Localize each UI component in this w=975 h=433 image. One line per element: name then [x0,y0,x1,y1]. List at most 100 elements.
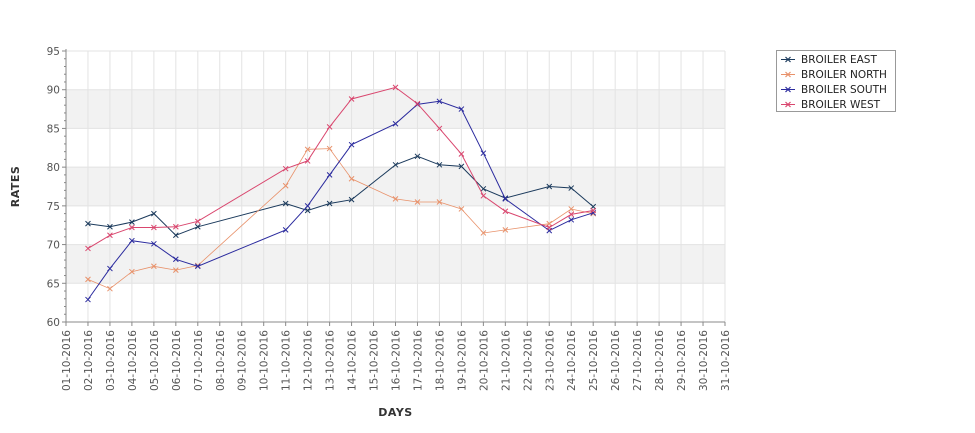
data-point-marker [304,207,311,214]
data-point-marker [546,183,553,190]
data-point-marker [129,268,135,275]
data-point-marker [304,158,311,164]
x-tick-label: 25-10-2016 [588,330,600,391]
legend-item-broiler-south: BROILER SOUTH [777,82,895,97]
legend-swatch-icon [781,101,795,108]
data-point-marker [151,263,157,270]
data-point-marker [85,296,91,303]
x-tick-label: 23-10-2016 [544,330,556,391]
x-tick-label: 30-10-2016 [698,330,710,391]
series-markers-broiler-south [85,98,597,303]
data-point-marker [502,196,509,202]
x-tick-label: 18-10-2016 [434,330,446,391]
data-point-marker [107,285,113,292]
legend-swatch-icon [781,71,795,78]
y-tick-label: 90 [47,85,60,97]
y-tick-label: 60 [47,317,60,329]
data-point-marker [392,196,399,202]
data-point-marker [348,196,355,203]
data-point-marker [458,106,465,112]
data-point-marker [392,84,399,91]
data-point-marker [568,185,575,191]
data-point-marker [458,151,465,157]
y-tick-label: 80 [47,162,60,174]
x-tick-label: 11-10-2016 [281,330,293,391]
data-point-marker [568,216,575,223]
data-point-marker [568,206,575,212]
x-tick-label: 12-10-2016 [303,330,315,391]
data-point-marker [392,120,399,127]
x-tick-label: 22-10-2016 [522,330,534,391]
y-tick-label: 70 [47,240,60,252]
data-point-marker [436,199,443,205]
y-tick-label: 75 [47,201,60,213]
data-point-marker [151,210,157,217]
data-point-marker [172,223,179,230]
data-point-marker [129,224,135,231]
data-point-marker [85,245,91,252]
data-point-marker [172,256,179,263]
x-tick-label: 24-10-2016 [566,330,578,391]
data-point-marker [414,153,421,160]
data-point-marker [107,232,113,239]
x-axis-title: DAYS [378,406,412,419]
x-tick-label: 15-10-2016 [369,330,381,391]
data-point-marker [480,150,487,157]
data-point-marker [480,192,487,199]
legend-marker-icon [785,101,791,108]
data-point-marker [151,224,157,231]
data-point-marker [348,175,355,182]
legend-item-broiler-east: BROILER EAST [777,52,895,67]
data-point-marker [546,224,553,231]
data-point-marker [172,232,179,239]
data-point-marker [107,265,113,272]
x-tick-label: 29-10-2016 [676,330,688,391]
data-point-marker [392,161,399,168]
x-tick-label: 07-10-2016 [193,330,205,391]
x-tick-label: 28-10-2016 [654,330,666,391]
x-tick-label: 16-10-2016 [391,330,403,391]
data-point-marker [436,98,443,105]
data-point-marker [326,172,333,178]
x-tick-label: 31-10-2016 [720,330,732,391]
data-point-marker [436,125,443,132]
x-tick-label: 13-10-2016 [325,330,337,391]
data-point-marker [151,240,157,247]
data-point-marker [414,100,421,107]
data-point-marker [282,165,289,172]
data-point-marker [480,230,487,236]
data-point-marker [304,146,311,153]
legend-label: BROILER EAST [801,53,877,66]
legend-swatch-icon [781,56,795,63]
data-point-marker [282,182,289,189]
gridlines [65,50,726,323]
data-point-marker [282,227,289,233]
x-tick-label: 19-10-2016 [456,330,468,391]
data-point-marker [458,206,465,212]
data-point-marker [194,262,201,269]
x-tick-label: 06-10-2016 [171,330,183,391]
x-tick-label: 14-10-2016 [347,330,359,391]
x-tick-label: 20-10-2016 [478,330,490,391]
data-point-marker [85,220,91,227]
data-point-marker [348,141,355,148]
legend-item-broiler-north: BROILER NORTH [777,67,895,82]
legend-label: BROILER SOUTH [801,83,887,96]
data-point-marker [502,227,509,233]
legend-label: BROILER NORTH [801,68,887,81]
series-markers-broiler-north [85,145,597,292]
x-tick-label: 02-10-2016 [83,330,95,391]
plot-series [85,84,597,303]
y-axis-title: RATES [9,166,22,208]
x-tick-label: 27-10-2016 [632,330,644,391]
data-point-marker [590,207,597,214]
data-point-marker [107,223,113,230]
data-point-marker [194,223,201,230]
data-point-marker [129,219,135,225]
x-tick-label: 09-10-2016 [237,330,249,391]
legend-label: BROILER WEST [801,98,881,111]
data-point-marker [414,199,421,205]
series-markers-broiler-east [85,153,597,239]
data-point-marker [348,96,355,102]
